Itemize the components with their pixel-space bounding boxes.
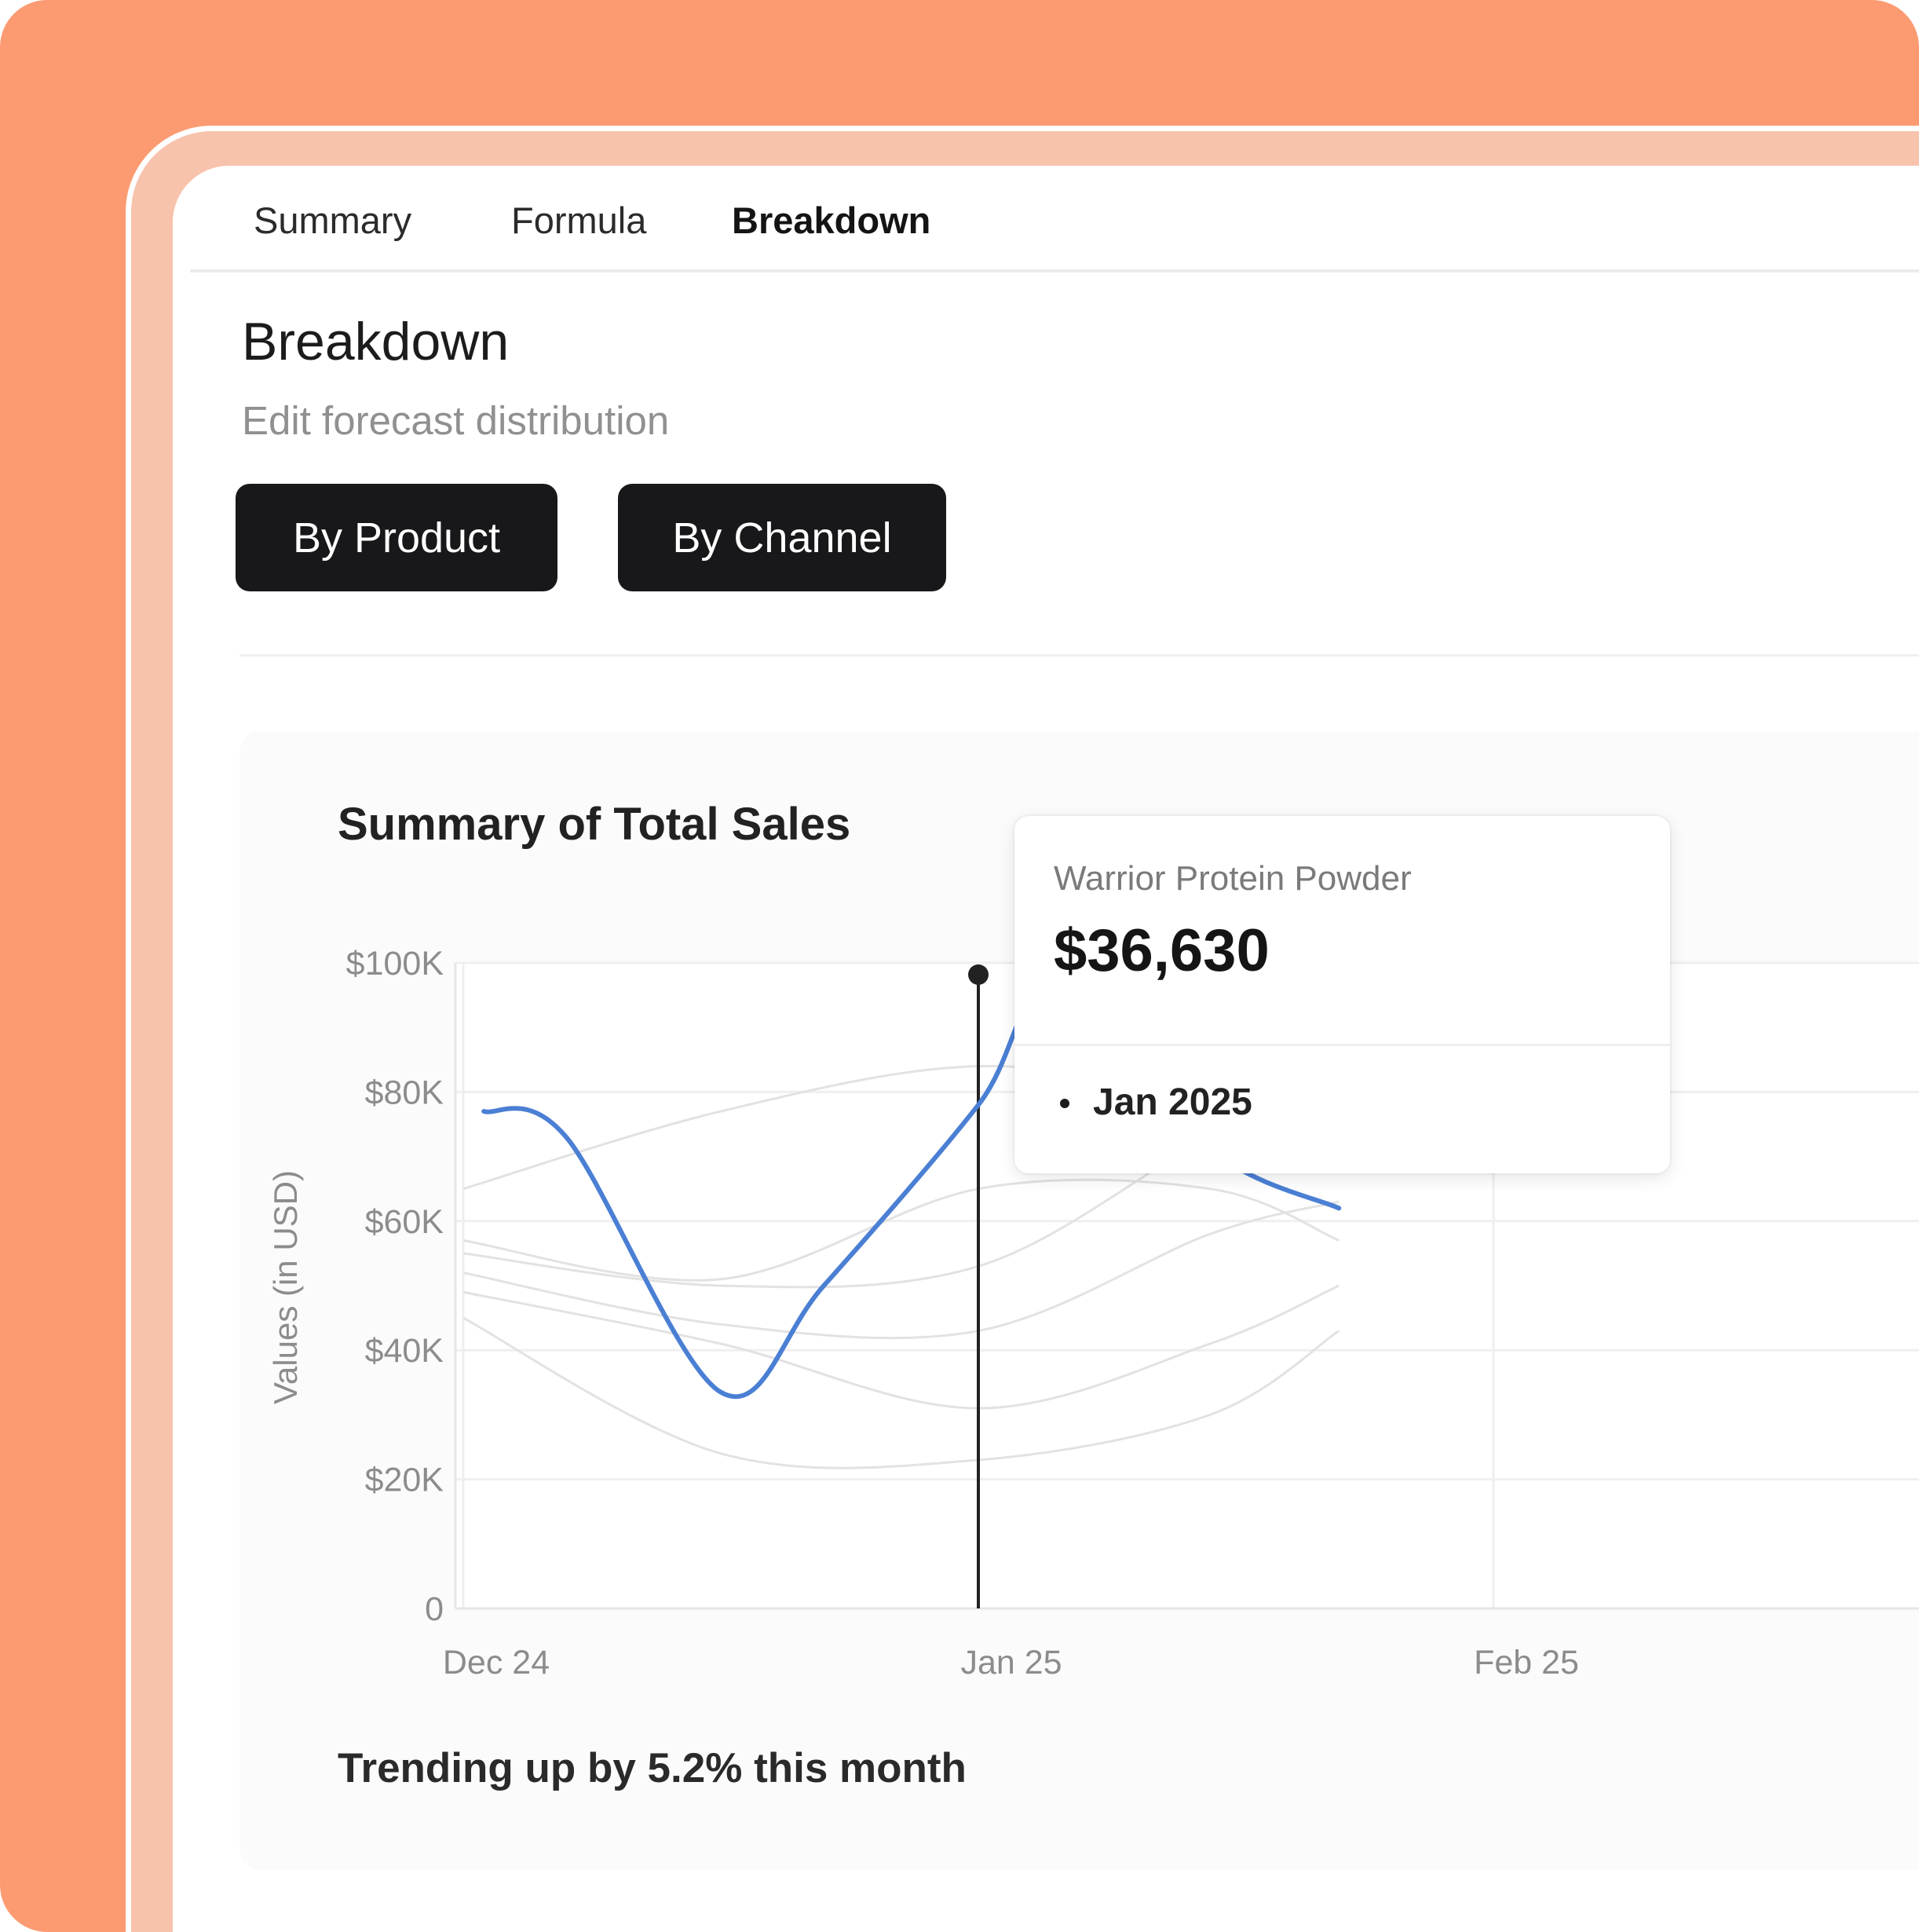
y-axis-label: Values (in USD) bbox=[267, 1170, 304, 1404]
tab-divider bbox=[190, 269, 1919, 273]
sales-line-chart: 0 $20K $40K $60K $80K $100K Dec 24 Jan 25 Feb 25… bbox=[267, 945, 1919, 1681]
tooltip-series-name: Warrior Protein Powder bbox=[1054, 859, 1412, 898]
series-line bbox=[462, 1178, 1340, 1282]
y-tick-label: $60K bbox=[365, 1203, 444, 1241]
y-tick-label: $100K bbox=[346, 945, 444, 982]
by-product-button[interactable]: By Product bbox=[236, 484, 557, 591]
section-divider bbox=[239, 654, 1919, 657]
chart-tooltip: Warrior Protein Powder $36,630 Jan 2025 bbox=[1014, 816, 1670, 1173]
page-subtitle: Edit forecast distribution bbox=[242, 398, 670, 443]
chart-title: Summary of Total Sales bbox=[338, 799, 851, 850]
page-title: Breakdown bbox=[242, 312, 510, 371]
trend-footnote: Trending up by 5.2% this month bbox=[338, 1745, 967, 1791]
hover-cursor-dot bbox=[968, 964, 989, 985]
y-tick-label: 0 bbox=[425, 1590, 444, 1628]
tooltip-date: Jan 2025 bbox=[1093, 1081, 1252, 1123]
x-tick-label: Feb 25 bbox=[1474, 1644, 1579, 1681]
tooltip-value: $36,630 bbox=[1054, 917, 1270, 984]
tab-breakdown[interactable]: Breakdown bbox=[732, 199, 931, 241]
tab-bar: Summary Formula Breakdown bbox=[173, 166, 1919, 273]
tab-formula[interactable]: Formula bbox=[511, 199, 647, 241]
tab-summary[interactable]: Summary bbox=[254, 199, 412, 241]
y-tick-label: $80K bbox=[365, 1074, 444, 1111]
tooltip-bullet-icon bbox=[1060, 1099, 1069, 1108]
x-tick-label: Jan 25 bbox=[960, 1644, 1062, 1681]
y-tick-label: $40K bbox=[365, 1332, 444, 1370]
x-tick-label: Dec 24 bbox=[443, 1644, 550, 1681]
series-line bbox=[462, 1200, 1340, 1340]
by-channel-button[interactable]: By Channel bbox=[618, 484, 946, 591]
series-line bbox=[462, 1316, 1340, 1469]
tooltip-divider bbox=[1014, 1044, 1670, 1046]
y-tick-label: $20K bbox=[365, 1462, 444, 1499]
series-line bbox=[462, 1284, 1340, 1410]
app-card: Summary Formula Breakdown Breakdown Edit… bbox=[173, 166, 1919, 1932]
